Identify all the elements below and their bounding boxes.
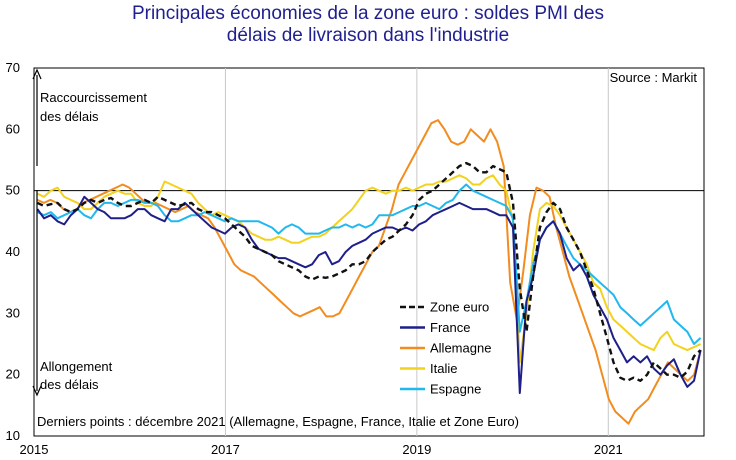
series-line-espagne	[36, 183, 702, 345]
legend-label: Allemagne	[430, 341, 491, 356]
annotation-bottom-line-2: des délais	[40, 377, 99, 392]
arrow-down-head	[32, 385, 42, 397]
chart-title-line-2: délais de livraison dans l'industrie	[226, 25, 510, 46]
x-tick-label: 2021	[594, 442, 623, 457]
y-tick-label: 40	[6, 244, 20, 259]
y-tick-label: 30	[6, 305, 20, 320]
chart-title-line-1: Principales économies de la zone euro : …	[131, 3, 605, 24]
footnote: Derniers points : décembre 2021 (Allemag…	[37, 414, 519, 429]
y-tick-label: 70	[6, 60, 20, 75]
x-tick-label: 2015	[20, 442, 49, 457]
legend-label: Italie	[430, 361, 457, 376]
legend: Zone euro France Allemagne Italie Espagne	[400, 300, 491, 397]
x-tick-label: 2017	[211, 442, 240, 457]
annotation-top-line-2: des délais	[40, 109, 99, 124]
arrow-up-head	[32, 68, 42, 80]
x-tick-label: 2019	[402, 442, 431, 457]
legend-label: Zone euro	[430, 300, 489, 315]
legend-label: France	[430, 320, 470, 335]
y-axis-ticks: 10 20 30 40 50 60 70	[6, 60, 20, 443]
y-tick-label: 20	[6, 367, 20, 382]
plot-area-frame	[33, 67, 705, 437]
series-line-france	[36, 195, 702, 395]
annotation-bottom-line-1: Allongement	[40, 359, 113, 374]
y-tick-label: 50	[6, 183, 20, 198]
series-line-allemagne	[36, 119, 702, 425]
source-label: Source : Markit	[610, 70, 698, 85]
y-tick-label: 60	[6, 121, 20, 136]
y-tick-label: 10	[6, 428, 20, 443]
legend-label: Espagne	[430, 382, 481, 397]
series-lines	[36, 119, 702, 425]
annotation-top-line-1: Raccourcissement	[40, 90, 147, 105]
x-axis-ticks: 2015 2017 2019 2021	[20, 68, 623, 457]
series-line-zone-euro	[36, 161, 702, 382]
